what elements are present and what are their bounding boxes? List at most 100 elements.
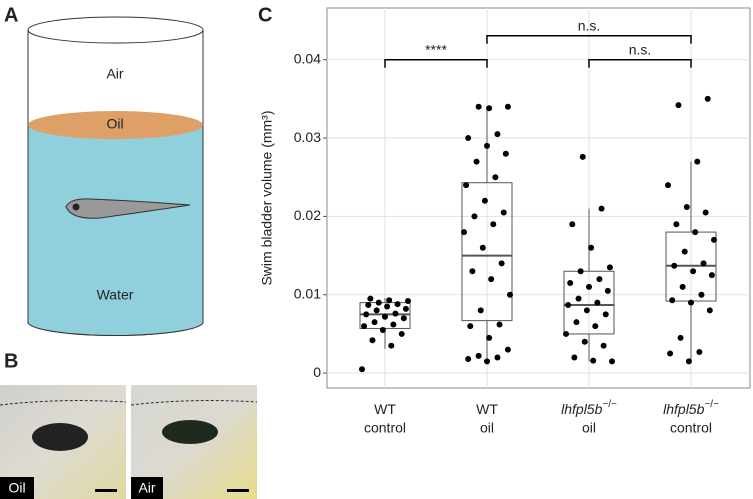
photo-tag bbox=[0, 477, 34, 499]
y-tick-label: 0.02 bbox=[294, 207, 321, 223]
data-point bbox=[571, 354, 578, 361]
data-point bbox=[696, 348, 703, 355]
fish bbox=[65, 198, 191, 219]
data-point bbox=[473, 158, 480, 165]
data-point bbox=[692, 229, 699, 236]
data-point bbox=[382, 313, 388, 320]
x-tick-label: oil bbox=[582, 420, 596, 436]
data-point bbox=[486, 105, 493, 112]
data-point bbox=[581, 338, 588, 345]
data-point bbox=[706, 307, 713, 314]
data-point bbox=[490, 221, 497, 228]
data-point bbox=[398, 330, 405, 337]
y-tick-label: 0.01 bbox=[294, 285, 321, 301]
data-point bbox=[400, 315, 407, 322]
y-tick-label: 0.03 bbox=[294, 129, 321, 145]
data-point bbox=[369, 337, 376, 344]
data-point bbox=[375, 299, 382, 306]
data-point bbox=[467, 323, 474, 330]
data-point bbox=[463, 182, 470, 189]
genotype: lhfpl5b bbox=[561, 401, 602, 417]
data-point bbox=[681, 248, 688, 255]
data-point bbox=[609, 358, 615, 365]
data-point bbox=[669, 297, 676, 304]
label-water: Water bbox=[97, 287, 134, 303]
data-point bbox=[673, 221, 680, 228]
data-point bbox=[579, 153, 586, 160]
bracket-label: n.s. bbox=[578, 17, 601, 33]
data-point bbox=[704, 95, 711, 102]
x-tick-label: WT bbox=[476, 401, 498, 417]
genotype: lhfpl5b bbox=[663, 401, 704, 417]
data-point bbox=[590, 357, 597, 364]
data-point bbox=[690, 268, 697, 275]
genotype: WT bbox=[476, 401, 498, 417]
scale-bar bbox=[95, 489, 117, 492]
data-point bbox=[665, 182, 671, 189]
bracket bbox=[384, 58, 488, 68]
x-tick-label: lhfpl5b−/− bbox=[663, 399, 719, 417]
photo-label: Air bbox=[138, 480, 155, 496]
data-point bbox=[388, 342, 395, 349]
data-point bbox=[494, 131, 501, 138]
data-point bbox=[488, 276, 495, 283]
bracket-label: n.s. bbox=[629, 41, 652, 57]
data-point bbox=[405, 298, 411, 305]
data-point bbox=[461, 229, 467, 236]
data-point bbox=[492, 174, 499, 181]
fish-eye bbox=[72, 203, 80, 211]
data-point bbox=[565, 301, 572, 308]
x-tick-label: control bbox=[364, 420, 406, 436]
data-point bbox=[600, 342, 607, 349]
data-point bbox=[384, 303, 391, 310]
data-point bbox=[365, 301, 372, 308]
data-point bbox=[486, 334, 493, 341]
bracket-label: **** bbox=[425, 41, 447, 57]
data-point bbox=[586, 283, 592, 290]
y-tick-label: 0.04 bbox=[294, 50, 321, 66]
data-point bbox=[596, 276, 603, 283]
data-point bbox=[573, 319, 580, 326]
scale-bar bbox=[227, 489, 249, 492]
data-point bbox=[569, 221, 576, 228]
data-point bbox=[598, 205, 605, 212]
data-point bbox=[500, 209, 507, 216]
bladder bbox=[32, 423, 88, 451]
label-oil: Oil bbox=[106, 116, 123, 132]
data-point bbox=[475, 103, 482, 110]
y-axis-label: Swim bladder volume (mm³) bbox=[259, 110, 275, 285]
x-tick-label: lhfpl5b−/− bbox=[561, 399, 617, 417]
data-point bbox=[465, 135, 472, 142]
data-point bbox=[604, 287, 611, 294]
water bbox=[27, 124, 204, 336]
box bbox=[461, 182, 513, 322]
plot-background bbox=[326, 7, 751, 389]
data-point bbox=[471, 213, 478, 220]
data-point bbox=[698, 291, 705, 298]
data-point bbox=[507, 291, 513, 298]
data-point bbox=[392, 310, 399, 317]
data-point bbox=[683, 204, 690, 211]
panel-label: B bbox=[4, 350, 18, 372]
superscript: −/− bbox=[602, 399, 617, 410]
data-point bbox=[386, 297, 393, 304]
data-point bbox=[361, 323, 368, 330]
photo-outline bbox=[0, 400, 127, 406]
cylinder-top bbox=[27, 16, 204, 44]
data-point bbox=[475, 352, 482, 359]
x-tick-label: control bbox=[670, 420, 712, 436]
data-point bbox=[594, 299, 601, 306]
data-point bbox=[700, 260, 707, 267]
data-point bbox=[685, 358, 692, 365]
x-tick-label: oil bbox=[480, 420, 494, 436]
data-point bbox=[567, 280, 574, 287]
data-point bbox=[688, 299, 694, 306]
data-point bbox=[363, 311, 370, 318]
bracket bbox=[486, 34, 692, 44]
oil-layer bbox=[28, 111, 203, 139]
data-point bbox=[504, 103, 511, 110]
data-point bbox=[563, 330, 569, 337]
data-point bbox=[592, 323, 599, 330]
data-point bbox=[481, 197, 488, 204]
